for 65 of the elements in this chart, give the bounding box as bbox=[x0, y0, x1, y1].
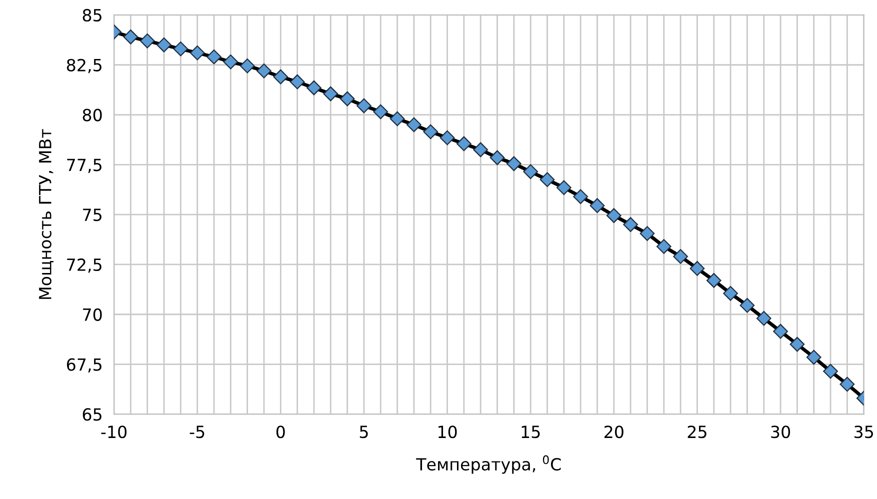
y-tick-label: 82,5 bbox=[66, 58, 102, 74]
point bbox=[440, 130, 455, 146]
point bbox=[306, 80, 322, 96]
point bbox=[373, 104, 388, 120]
point bbox=[640, 226, 655, 241]
point bbox=[123, 29, 138, 44]
x-tick-label: -5 bbox=[190, 426, 204, 438]
point bbox=[673, 249, 688, 264]
point bbox=[590, 198, 605, 214]
point bbox=[140, 33, 155, 48]
y-tick-label: 70 bbox=[83, 308, 102, 321]
point bbox=[840, 376, 855, 392]
point bbox=[290, 74, 305, 90]
point bbox=[740, 298, 755, 313]
point bbox=[256, 63, 272, 78]
x-axis-title: Температура, $^{0}$C bbox=[416, 455, 561, 474]
point bbox=[390, 111, 405, 126]
point bbox=[423, 124, 438, 140]
point bbox=[690, 261, 705, 276]
point bbox=[556, 180, 572, 196]
point bbox=[356, 98, 372, 114]
x-tick-label: 10 bbox=[438, 426, 457, 438]
point bbox=[156, 37, 172, 52]
point bbox=[240, 58, 255, 74]
point bbox=[573, 189, 588, 204]
point bbox=[540, 172, 555, 188]
x-tick-label: 0 bbox=[276, 426, 285, 438]
point bbox=[323, 86, 338, 102]
y-axis-title: Мощность ГТУ, МВт bbox=[39, 129, 54, 299]
point bbox=[656, 239, 672, 254]
point bbox=[223, 54, 238, 70]
point bbox=[790, 336, 805, 352]
point bbox=[773, 324, 788, 339]
x-tick-label: -10 bbox=[101, 426, 127, 438]
point bbox=[406, 117, 422, 132]
y-tick-label: 77,5 bbox=[67, 158, 102, 173]
y-tick-label: 72,5 bbox=[67, 258, 102, 273]
y-tick-label: 80 bbox=[82, 108, 102, 122]
point bbox=[756, 310, 772, 326]
point bbox=[473, 142, 488, 158]
point bbox=[523, 164, 538, 180]
point bbox=[623, 217, 638, 232]
x-tick-label: 20 bbox=[604, 426, 624, 438]
y-tick-label: 67,5 bbox=[66, 358, 102, 373]
point bbox=[823, 364, 838, 379]
point bbox=[456, 136, 472, 152]
point bbox=[273, 69, 288, 84]
point bbox=[340, 91, 355, 106]
y-tick-label: 85 bbox=[82, 8, 102, 22]
point bbox=[706, 273, 722, 288]
point bbox=[190, 45, 205, 60]
x-tick-label: 5 bbox=[360, 426, 368, 438]
x-tick-label: 30 bbox=[771, 426, 790, 438]
point bbox=[806, 350, 822, 365]
x-tick-label: 25 bbox=[688, 426, 706, 438]
point bbox=[606, 208, 622, 223]
x-tick-label: 35 bbox=[854, 426, 873, 438]
point bbox=[490, 150, 505, 166]
point bbox=[506, 156, 522, 172]
y-tick-label: 65 bbox=[82, 408, 102, 421]
x-tick-label: 15 bbox=[522, 426, 540, 438]
y-tick-label: 75 bbox=[83, 208, 102, 222]
point bbox=[723, 286, 738, 301]
point bbox=[206, 49, 222, 64]
point bbox=[173, 41, 188, 56]
